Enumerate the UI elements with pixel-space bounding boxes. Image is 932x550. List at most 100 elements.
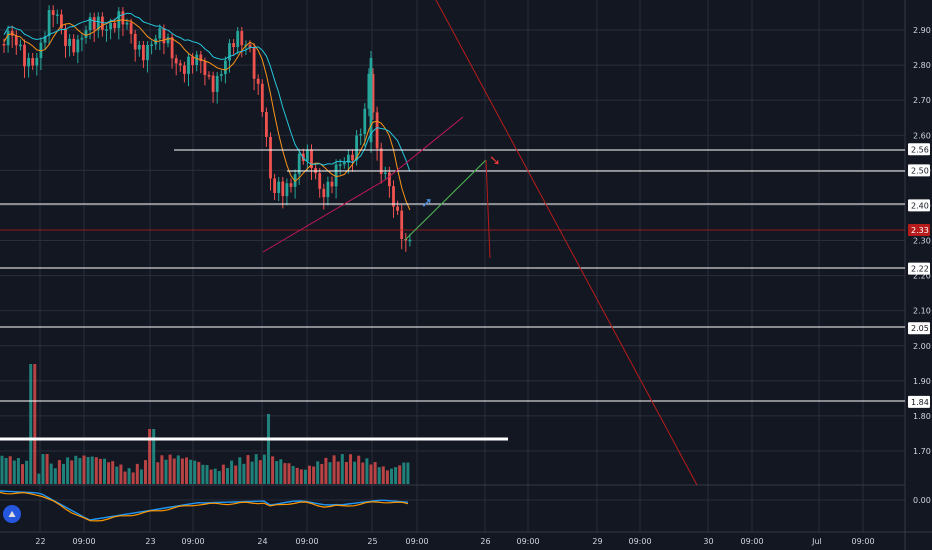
candle-body xyxy=(359,134,363,136)
x-tick-label: 09:00 xyxy=(406,537,429,546)
volume-bar xyxy=(357,455,361,484)
candle-body xyxy=(265,112,268,137)
candle-body xyxy=(2,44,6,46)
candle-body xyxy=(203,61,207,76)
volume-bar xyxy=(135,463,139,484)
projection-drop-line xyxy=(485,159,491,259)
candle-body xyxy=(6,30,10,46)
volume-bar xyxy=(119,464,123,484)
candle-body xyxy=(14,35,18,46)
volume-bar xyxy=(148,429,152,484)
volume-bar xyxy=(324,457,328,484)
x-tick-label: 09:00 xyxy=(629,537,652,546)
candle-body xyxy=(240,31,244,46)
candle-body xyxy=(133,33,137,50)
osc-tick-label: 0.00 xyxy=(913,496,931,505)
logo-icon: ⛰ xyxy=(3,505,21,523)
volume-bar xyxy=(353,461,357,484)
volume-bar xyxy=(230,460,234,484)
candle-body xyxy=(322,188,326,198)
candle-body xyxy=(84,30,88,38)
volume-bar xyxy=(156,462,160,484)
volume-bar xyxy=(144,460,147,484)
volume-bar xyxy=(127,468,131,484)
volume-bar xyxy=(250,461,254,484)
volume-bar xyxy=(29,364,33,484)
arrow-down-icon: ➘ xyxy=(489,153,501,169)
volume-bar xyxy=(213,468,217,484)
candle-body xyxy=(334,164,338,187)
price-tag xyxy=(908,322,930,335)
volume-bar xyxy=(295,467,299,484)
volume-bar xyxy=(16,457,20,484)
trend-line xyxy=(262,179,386,253)
candle-body xyxy=(60,14,63,29)
volume-bar xyxy=(320,463,324,484)
y-tick-label: 1.90 xyxy=(913,377,931,386)
volume-bar xyxy=(90,456,94,484)
price-tag xyxy=(908,223,930,236)
candle-body xyxy=(195,54,199,66)
candle-body xyxy=(27,58,30,67)
volume-bar xyxy=(37,473,41,484)
x-tick-label: 29 xyxy=(592,537,602,546)
x-tick-label: 30 xyxy=(703,537,713,546)
y-tick-label: 2.10 xyxy=(913,307,931,316)
trend-line xyxy=(384,116,464,181)
candle-body xyxy=(129,22,133,34)
candle-body xyxy=(236,31,240,48)
time-axis[interactable]: 22 09:00 23 09:00 24 09:00 25 09:00 26 09:00 29 09:… xyxy=(35,537,874,546)
x-tick-label: 26 xyxy=(480,537,490,546)
price-tag-label: 2.40 xyxy=(911,201,929,210)
x-tick-label: 25 xyxy=(367,537,377,546)
candle-body xyxy=(105,29,108,31)
candle-body xyxy=(326,181,330,198)
price-tag xyxy=(908,143,930,156)
volume-bar xyxy=(361,462,365,484)
candle-body xyxy=(170,37,174,59)
candle-body xyxy=(277,181,281,193)
drawing-lines[interactable]: ➚➘ xyxy=(0,0,905,486)
volume-bar xyxy=(152,429,156,484)
volume-bar xyxy=(49,463,53,484)
price-tag-label: 2.05 xyxy=(911,324,929,333)
oscillator-signal-line xyxy=(0,491,409,522)
price-tag-label: 1.84 xyxy=(911,398,929,407)
x-tick-label: 09:00 xyxy=(182,537,205,546)
candle-body xyxy=(252,47,256,79)
volume-bar xyxy=(41,454,45,484)
candle-body xyxy=(371,73,375,113)
candle-body xyxy=(289,183,293,187)
volume-bar xyxy=(201,464,205,484)
price-tag xyxy=(908,199,930,212)
volume-bar xyxy=(242,463,246,484)
volume-bar xyxy=(217,470,221,484)
volume-bar xyxy=(86,456,90,484)
candle-body xyxy=(68,38,71,46)
candle-body xyxy=(88,17,92,31)
candle-body xyxy=(281,181,285,197)
candle-body xyxy=(347,154,350,163)
candle-body xyxy=(92,17,96,30)
volume-bar xyxy=(33,364,37,484)
candle-body xyxy=(72,38,76,53)
volume-bar xyxy=(12,460,16,484)
volume-bar xyxy=(131,472,135,484)
price-tag-label: 2.50 xyxy=(911,166,929,175)
volume-bars xyxy=(0,364,410,484)
candle-body xyxy=(273,178,276,193)
volume-bar xyxy=(168,454,172,484)
volume-bar xyxy=(221,464,225,484)
price-tag xyxy=(908,395,930,408)
price-tag xyxy=(908,164,930,177)
price-axis[interactable]: 2.90 2.80 2.70 2.60 2.50 2.40 2.30 2.20 2.10 2.00… xyxy=(908,26,931,505)
candle-body xyxy=(146,44,149,61)
volume-bar xyxy=(271,456,275,484)
ma-fast-line xyxy=(3,19,411,211)
price-tag-label: 2.22 xyxy=(911,265,929,274)
candle-body xyxy=(19,44,22,47)
volume-bar xyxy=(70,460,74,484)
candle-body xyxy=(228,43,231,61)
price-tag-label: 2.33 xyxy=(911,226,929,235)
